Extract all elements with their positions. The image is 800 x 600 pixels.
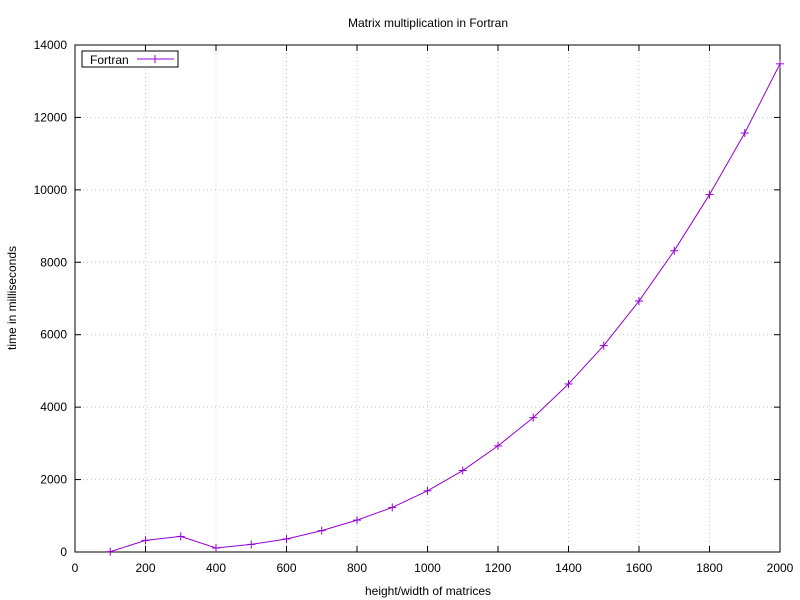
legend-label: Fortran <box>90 53 129 67</box>
y-tick-label: 4000 <box>40 400 67 414</box>
x-tick-label: 1400 <box>555 561 582 575</box>
data-point <box>212 544 220 553</box>
y-axis-label: time in milliseconds <box>5 246 19 350</box>
legend-box <box>81 50 179 68</box>
x-tick-label: 1000 <box>414 561 441 575</box>
x-tick-label: 800 <box>347 561 367 575</box>
data-point <box>776 59 784 68</box>
x-axis-label: height/width of matrices <box>365 584 491 598</box>
y-tick-label: 0 <box>60 545 67 559</box>
legend: Fortran <box>81 50 179 68</box>
data-point <box>670 246 679 255</box>
data-point <box>564 379 573 388</box>
y-tick-label: 12000 <box>34 110 68 124</box>
x-tick-label: 1600 <box>626 561 653 575</box>
series-line <box>110 63 781 553</box>
x-tick-label: 200 <box>135 561 155 575</box>
data-point <box>247 540 256 549</box>
y-tick-label: 8000 <box>40 255 67 269</box>
data-point <box>458 466 467 475</box>
y-tick-label: 14000 <box>34 38 68 52</box>
data-point <box>529 413 538 422</box>
chart-title: Matrix multiplication in Fortran <box>348 16 508 30</box>
data-point <box>282 534 291 543</box>
y-tick-label: 6000 <box>40 328 67 342</box>
y-axis: 0 2000 4000 6000 8000 10000 12000 14000 <box>34 38 780 559</box>
y-tick-label: 2000 <box>40 473 67 487</box>
data-point <box>740 129 749 138</box>
data-point <box>176 532 185 541</box>
data-point <box>317 526 326 535</box>
data-point <box>423 486 432 495</box>
data-point <box>599 341 608 350</box>
data-point <box>705 190 714 199</box>
x-tick-label: 1200 <box>485 561 512 575</box>
x-tick-label: 400 <box>206 561 226 575</box>
data-point <box>635 297 643 306</box>
x-tick-label: 2000 <box>767 561 794 575</box>
x-tick-label: 600 <box>276 561 296 575</box>
y-tick-label: 10000 <box>34 183 68 197</box>
grid <box>75 45 780 552</box>
legend-marker <box>151 55 159 63</box>
x-tick-label: 0 <box>72 561 79 575</box>
data-point <box>141 536 150 545</box>
data-point <box>494 441 502 450</box>
data-point <box>106 547 115 556</box>
data-point <box>388 503 397 512</box>
series-layer <box>106 59 784 556</box>
x-tick-label: 1800 <box>696 561 723 575</box>
data-point <box>353 516 361 525</box>
x-axis: 0 200 400 600 800 1000 1200 1400 1600 1800 2000 <box>72 45 794 575</box>
